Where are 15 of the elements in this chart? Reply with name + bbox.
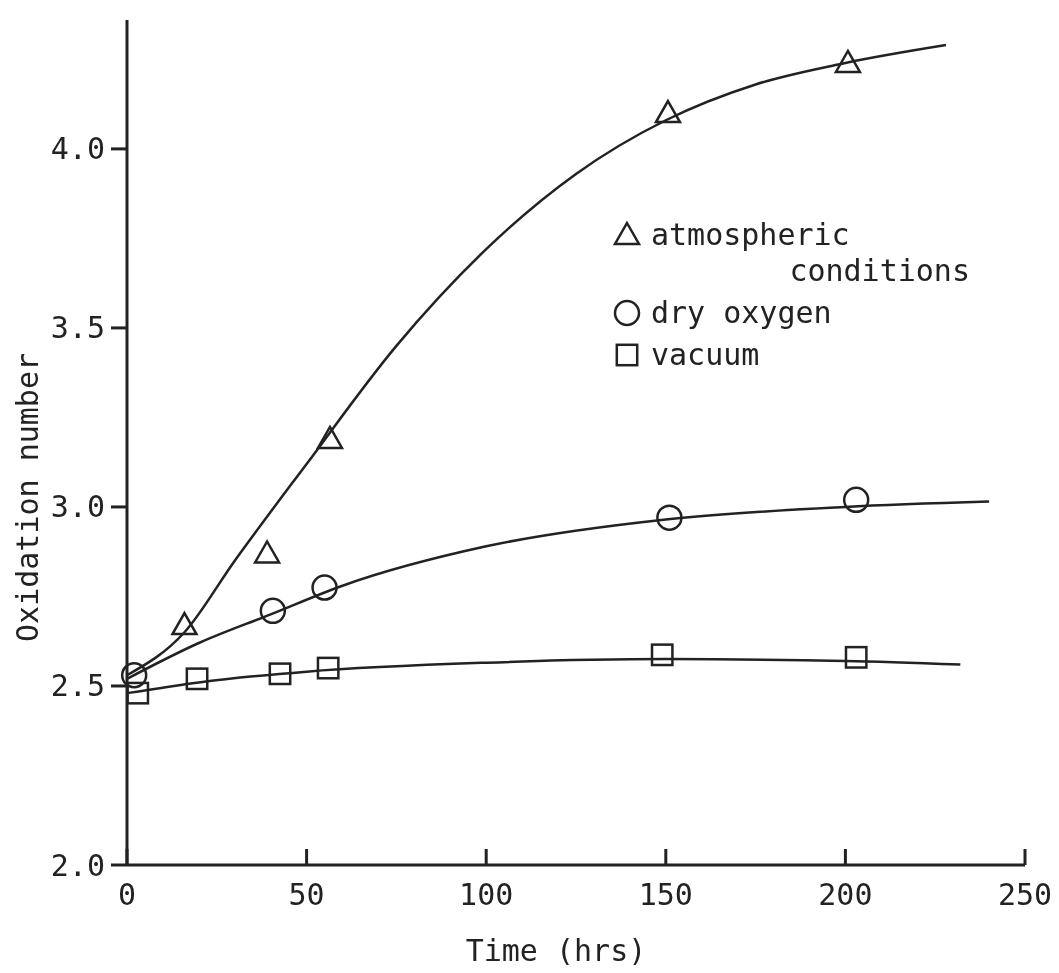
- legend-label: vacuum: [651, 337, 760, 372]
- y-tick-label: 3.5: [50, 310, 105, 346]
- x-tick-label: 250: [997, 877, 1053, 912]
- x-tick-label: 100: [459, 877, 514, 912]
- y-tick-label: 2.0: [50, 847, 105, 883]
- x-tick-label: 50: [288, 877, 325, 912]
- y-tick-label: 4.0: [50, 131, 105, 167]
- x-tick-label: 200: [818, 877, 873, 912]
- legend-label: dry oxygen: [651, 295, 832, 330]
- y-axis-title: Oxidation number: [10, 353, 45, 642]
- x-tick-label: 0: [117, 877, 137, 912]
- x-tick-label: 150: [638, 877, 693, 912]
- y-tick-label: 3.0: [50, 489, 105, 525]
- y-tick-label: 2.5: [50, 668, 105, 704]
- x-axis-title: Time (hrs): [465, 933, 647, 968]
